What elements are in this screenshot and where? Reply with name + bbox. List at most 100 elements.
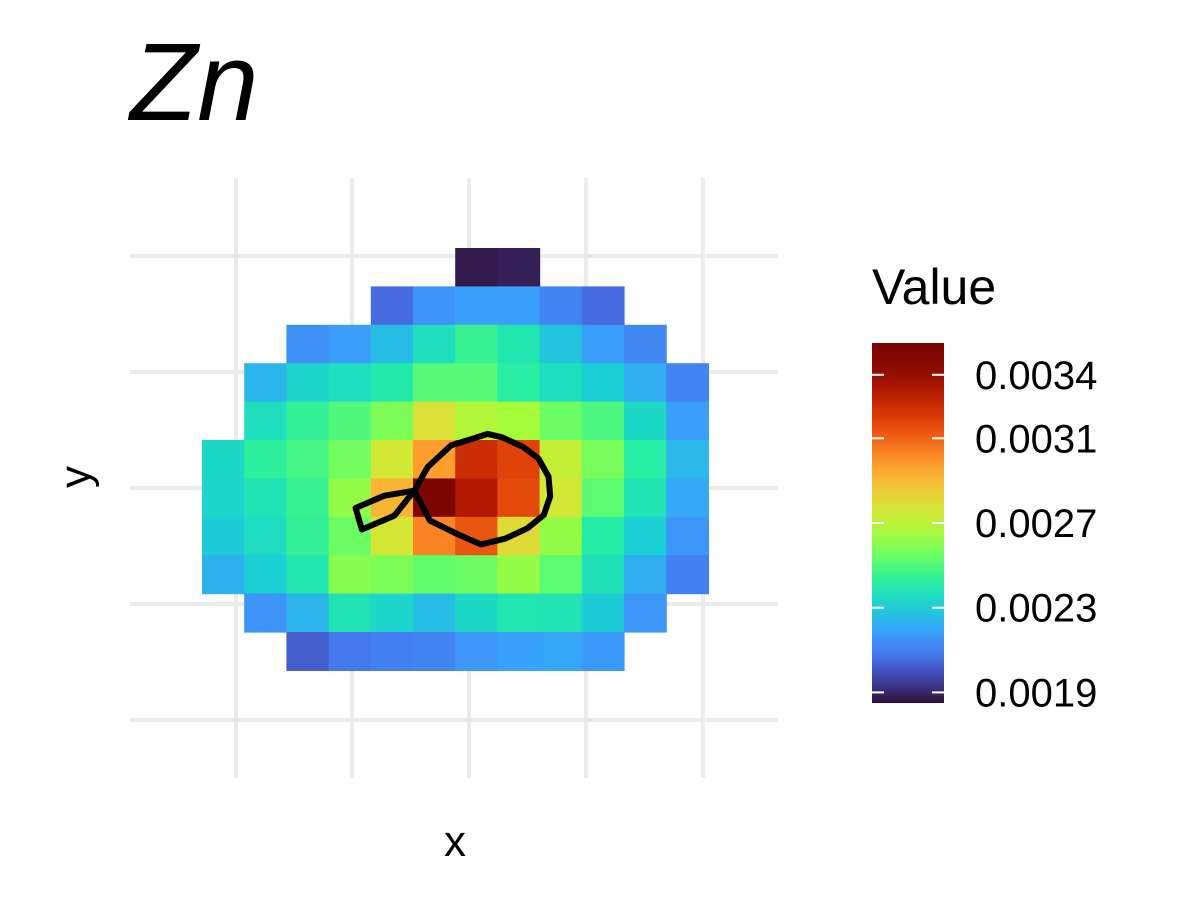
heatmap-tile [581,286,625,326]
heatmap-tile [581,363,625,403]
heatmap-tile [497,401,541,441]
heatmap-tile [666,401,709,441]
heatmap-tile [286,401,330,441]
contour-lines [352,430,554,548]
heatmap-tile [539,401,583,441]
heatmap-tile [286,363,330,403]
heatmap-tile [666,516,709,556]
heatmap-tile [328,324,372,364]
heatmap-tile [244,401,287,441]
heatmap-tile [244,555,287,595]
heatmap-tile [370,440,414,479]
heatmap-tile [328,440,372,479]
heatmap-tile [370,401,414,441]
heatmap-tile [455,248,498,287]
heatmap-tile [202,555,245,595]
heatmap-tile [539,324,583,364]
heatmap-tile [581,401,625,441]
heatmap-tile [539,593,583,633]
heatmap-tile [539,555,583,595]
heatmap-tile [666,363,709,403]
heatmap-tile [328,555,372,595]
heatmap-tile [286,440,330,479]
y-axis-label: y [51,466,100,488]
heatmap-tile [497,593,541,633]
heatmap-tile [455,593,498,633]
heatmap-tile [286,478,330,518]
legend-ticks: 0.0019 0.0023 0.0027 0.0031 0.0034 [872,354,1097,715]
heatmap-tile [328,632,372,671]
heatmap-tile [497,478,541,518]
heatmap-tile [244,478,287,518]
heatmap-tile [244,440,287,479]
heatmap-tile [455,324,498,364]
heatmap-tile [370,286,414,326]
heatmap-tile [539,632,583,671]
heatmap-tile [244,516,287,556]
heatmap-tile [624,363,667,403]
legend-tick-label: 0.0019 [975,671,1097,715]
x-axis-label: x [444,817,466,866]
heatmap-tile [497,324,541,364]
heatmap-tile [497,555,541,595]
heatmap-tile [370,632,414,671]
heatmap-tile [497,363,541,403]
heatmap-tile [413,324,456,364]
heatmap-tile [539,516,583,556]
heatmap-tile [666,555,709,595]
heatmap-tile [624,401,667,441]
heatmap-tile [244,363,287,403]
heatmap-tile [202,440,245,479]
heatmap-tile [286,632,330,671]
heatmap-tile [455,555,498,595]
heatmap-tile [539,363,583,403]
heatmap-tile [666,440,709,479]
heatmap-tile [328,363,372,403]
heatmap-tile [455,478,498,518]
heatmap-tile [539,286,583,326]
color-legend: Value 0.0019 0.0023 0.0027 0.0031 0.0034 [872,259,1097,715]
chart-title: Zn [127,21,258,144]
heatmap-tile [581,632,625,671]
heatmap-tile [202,478,245,518]
legend-tick-label: 0.0031 [975,417,1097,461]
contour-line [352,487,417,533]
heatmap-tile [370,555,414,595]
heatmap-tile [455,286,498,326]
heatmap-tile [202,516,245,556]
heatmap-tile [413,632,456,671]
heatmap-tile [624,555,667,595]
heatmap-tile [328,478,372,518]
legend-tick-label: 0.0027 [975,502,1097,546]
heatmap-tile [497,632,541,671]
heatmap-tile [624,516,667,556]
heatmap-tile [370,593,414,633]
heatmap-tile [328,593,372,633]
heatmap-tile [581,478,625,518]
heatmap-tile [413,593,456,633]
heatmap-tile [666,478,709,518]
heatmap-tile [413,555,456,595]
heatmap-tile [413,401,456,441]
heatmap-tile [581,516,625,556]
legend-title: Value [872,259,996,315]
heatmap-tile [497,286,541,326]
heatmap-tile [581,324,625,364]
heatmap-tile [286,555,330,595]
heatmap-tile [413,286,456,326]
heatmap-tile [328,516,372,556]
legend-tick-label: 0.0023 [975,587,1097,631]
heatmap-tile [581,555,625,595]
heatmap-tile [624,478,667,518]
heatmap-tile [455,632,498,671]
heatmap-tile [413,363,456,403]
heatmap-tile [624,593,667,633]
contour-line [411,430,554,548]
heatmap-tiles [202,248,709,671]
heatmap-tile [286,324,330,364]
heatmap-tile [244,593,287,633]
heatmap-tile [370,324,414,364]
heatmap-tile [455,440,498,479]
heatmap-tile [455,363,498,403]
